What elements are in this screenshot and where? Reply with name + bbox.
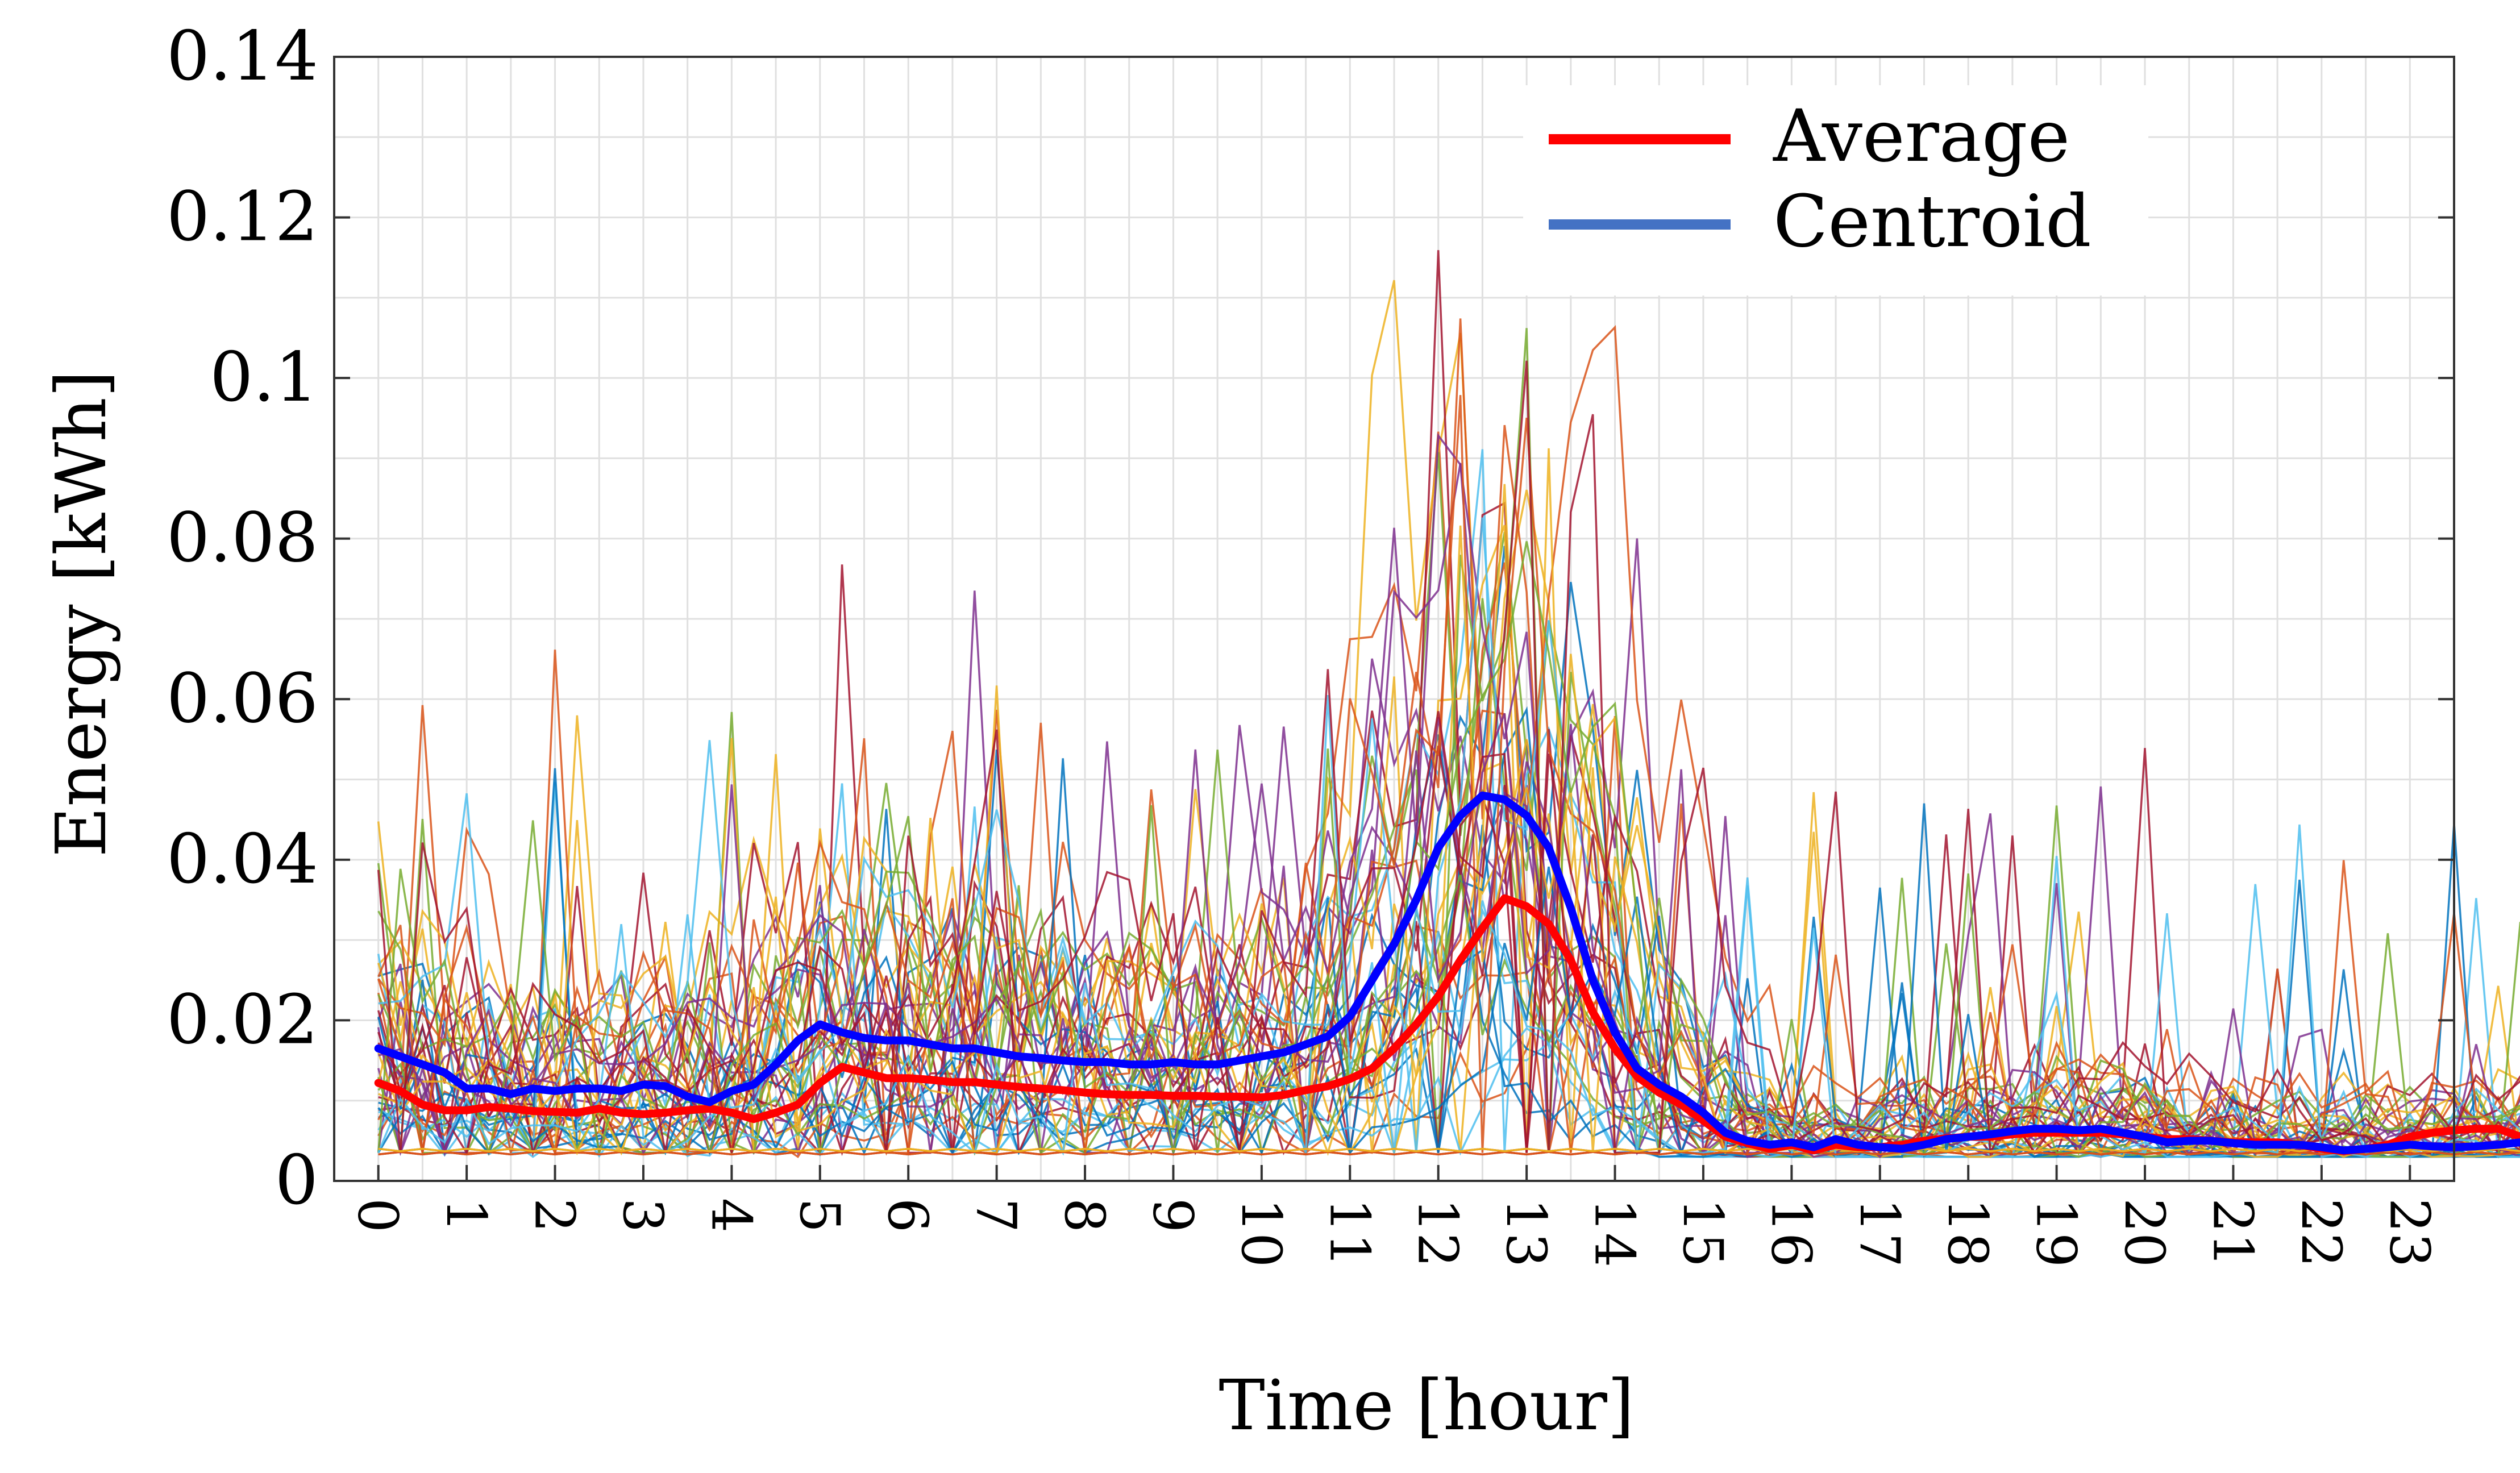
- x-axis-title: Time [hour]: [1219, 1365, 1634, 1446]
- x-tick-label: 5: [788, 1198, 851, 1233]
- profile-line: [377, 431, 2520, 1155]
- x-tick-label: 22: [2289, 1198, 2353, 1267]
- x-tick-label: 15: [1671, 1198, 1735, 1267]
- y-tick-label: 0.1: [210, 338, 318, 417]
- profile-line: [377, 250, 2520, 1154]
- baseline-profile-line: [378, 1151, 2520, 1156]
- x-tick-label: 18: [1936, 1198, 1999, 1267]
- series-line-centroid: [374, 791, 2520, 1155]
- x-tick-label: 13: [1494, 1198, 1558, 1267]
- x-tick-label: 4: [699, 1198, 763, 1233]
- y-tick-label: 0.04: [167, 820, 318, 899]
- legend-label-average: Average: [1773, 94, 2070, 178]
- profile-line: [377, 525, 2520, 1158]
- x-tick-label: 23: [2377, 1198, 2441, 1267]
- x-tick-label: 14: [1583, 1198, 1646, 1267]
- x-tick-label: 11: [1317, 1198, 1381, 1267]
- profile-line: [377, 717, 2520, 1159]
- y-tick-label: 0.14: [167, 17, 318, 96]
- series-lines: [374, 791, 2520, 1155]
- axis-ticks: 00.020.040.060.080.10.120.140 1 2 3 4 5 6 7 8 9 10…: [167, 17, 2454, 1267]
- x-tick-label: 21: [2201, 1198, 2264, 1267]
- profile-line: [377, 758, 2520, 1158]
- y-axis-title: Energy [kWh]: [41, 370, 122, 857]
- profile-line: [377, 360, 2520, 1157]
- x-tick-label: 10: [1229, 1198, 1293, 1267]
- profile-line: [377, 280, 2520, 1155]
- x-tick-label: 12: [1406, 1198, 1470, 1267]
- profile-line: [377, 541, 2520, 1155]
- x-tick-label: 17: [1848, 1198, 1911, 1267]
- y-tick-label: 0.12: [167, 178, 318, 257]
- y-tick-label: 0.02: [167, 980, 318, 1059]
- x-tick-label: 7: [964, 1198, 1028, 1233]
- x-tick-label: 20: [2113, 1198, 2176, 1267]
- x-tick-label: 2: [523, 1198, 587, 1233]
- x-tick-label: 9: [1141, 1198, 1204, 1233]
- individual-profiles: [377, 250, 2520, 1159]
- x-tick-label: 6: [876, 1198, 939, 1233]
- profile-line: [378, 713, 2520, 1158]
- x-tick-label: 1: [434, 1198, 498, 1233]
- x-tick-label: 16: [1759, 1198, 1823, 1267]
- profile-line: [377, 324, 2520, 1155]
- x-tick-label: 3: [611, 1198, 675, 1233]
- y-tick-label: 0.08: [167, 499, 318, 578]
- y-tick-label: 0.06: [167, 659, 318, 738]
- legend-label-centroid: Centroid: [1773, 180, 2091, 263]
- plot-frame: [333, 56, 2455, 1182]
- baseline-profile-line: [378, 1147, 2520, 1152]
- legend-background: [1523, 85, 2148, 296]
- x-tick-label: 8: [1053, 1198, 1116, 1233]
- legend: Average Centroid: [1523, 85, 2148, 296]
- x-tick-label: 19: [2024, 1198, 2088, 1267]
- x-tick-label: 0: [346, 1198, 410, 1233]
- y-tick-label: 0: [275, 1141, 318, 1220]
